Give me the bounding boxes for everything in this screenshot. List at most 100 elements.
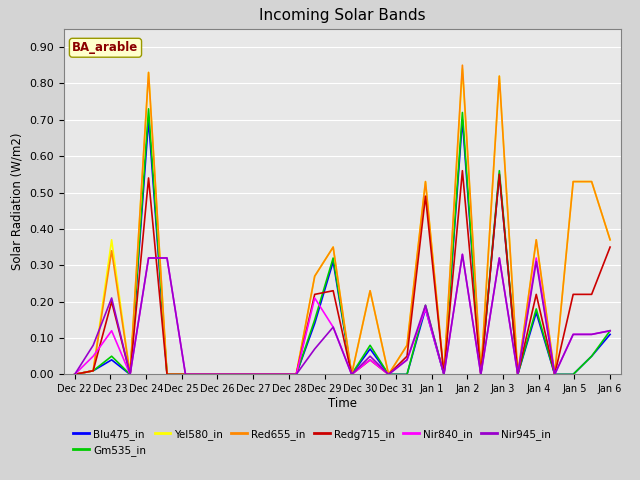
Nir945_in (126, 372, 134, 377)
Redg715_in (126, 372, 134, 377)
Yel580_in (348, 372, 355, 377)
Nir840_in (366, 357, 374, 363)
Line: Nir945_in: Nir945_in (75, 254, 610, 374)
Gm535_in (495, 168, 503, 174)
Redg715_in (182, 372, 189, 377)
Red655_in (458, 62, 466, 68)
Redg715_in (385, 372, 392, 377)
Yel580_in (200, 372, 208, 377)
Nir840_in (606, 328, 614, 334)
Redg715_in (330, 288, 337, 294)
Blu475_in (403, 372, 411, 377)
Nir945_in (440, 372, 448, 377)
Nir945_in (255, 372, 263, 377)
Nir945_in (311, 346, 319, 352)
Blu475_in (495, 171, 503, 177)
Red655_in (182, 372, 189, 377)
Yel580_in (422, 179, 429, 184)
Nir945_in (182, 372, 189, 377)
Gm535_in (458, 109, 466, 115)
Nir945_in (422, 302, 429, 308)
Yel580_in (108, 237, 115, 243)
Gm535_in (108, 353, 115, 359)
Redg715_in (606, 244, 614, 250)
Gm535_in (182, 372, 189, 377)
Gm535_in (126, 372, 134, 377)
Nir840_in (440, 372, 448, 377)
Red655_in (440, 372, 448, 377)
Blu475_in (477, 372, 484, 377)
Nir840_in (237, 372, 244, 377)
Redg715_in (495, 171, 503, 177)
Red655_in (477, 372, 484, 377)
Blu475_in (458, 117, 466, 122)
Redg715_in (292, 372, 300, 377)
Blu475_in (163, 372, 171, 377)
Gm535_in (422, 302, 429, 308)
Gm535_in (570, 372, 577, 377)
Line: Yel580_in: Yel580_in (75, 69, 610, 374)
Blu475_in (182, 372, 189, 377)
Redg715_in (348, 372, 355, 377)
Legend: Blu475_in, Gm535_in, Yel580_in, Red655_in, Redg715_in, Nir840_in, Nir945_in: Blu475_in, Gm535_in, Yel580_in, Red655_i… (69, 424, 555, 460)
Yel580_in (495, 73, 503, 79)
Redg715_in (163, 372, 171, 377)
Gm535_in (348, 372, 355, 377)
Redg715_in (570, 291, 577, 297)
Redg715_in (90, 368, 97, 373)
Red655_in (495, 73, 503, 79)
Redg715_in (274, 372, 282, 377)
Blu475_in (570, 372, 577, 377)
Nir945_in (218, 372, 227, 377)
Yel580_in (606, 237, 614, 243)
Gm535_in (551, 372, 559, 377)
Nir840_in (458, 252, 466, 257)
Gm535_in (163, 372, 171, 377)
Nir945_in (145, 255, 152, 261)
Yel580_in (292, 372, 300, 377)
Gm535_in (477, 372, 484, 377)
Red655_in (551, 372, 559, 377)
Redg715_in (551, 372, 559, 377)
Nir945_in (551, 372, 559, 377)
Yel580_in (366, 288, 374, 294)
Gm535_in (71, 372, 79, 377)
Redg715_in (255, 372, 263, 377)
Yel580_in (532, 237, 540, 243)
Nir840_in (588, 332, 595, 337)
Yel580_in (182, 372, 189, 377)
Gm535_in (532, 306, 540, 312)
Nir945_in (514, 372, 522, 377)
Blu475_in (514, 372, 522, 377)
Yel580_in (255, 372, 263, 377)
Nir945_in (606, 328, 614, 334)
Redg715_in (458, 168, 466, 174)
Blu475_in (90, 368, 97, 373)
Yel580_in (588, 179, 595, 184)
X-axis label: Time: Time (328, 397, 357, 410)
Nir945_in (532, 259, 540, 264)
Red655_in (163, 372, 171, 377)
Yel580_in (403, 342, 411, 348)
Nir840_in (255, 372, 263, 377)
Gm535_in (145, 106, 152, 112)
Nir945_in (330, 324, 337, 330)
Redg715_in (108, 299, 115, 304)
Nir945_in (403, 357, 411, 363)
Line: Gm535_in: Gm535_in (75, 109, 610, 374)
Yel580_in (477, 372, 484, 377)
Line: Red655_in: Red655_in (75, 65, 610, 374)
Red655_in (422, 179, 429, 184)
Nir840_in (385, 372, 392, 377)
Nir840_in (292, 372, 300, 377)
Red655_in (126, 372, 134, 377)
Red655_in (237, 372, 244, 377)
Blu475_in (330, 259, 337, 264)
Blu475_in (292, 372, 300, 377)
Nir840_in (330, 324, 337, 330)
Redg715_in (532, 291, 540, 297)
Nir840_in (422, 306, 429, 312)
Red655_in (403, 342, 411, 348)
Nir945_in (366, 353, 374, 359)
Red655_in (606, 237, 614, 243)
